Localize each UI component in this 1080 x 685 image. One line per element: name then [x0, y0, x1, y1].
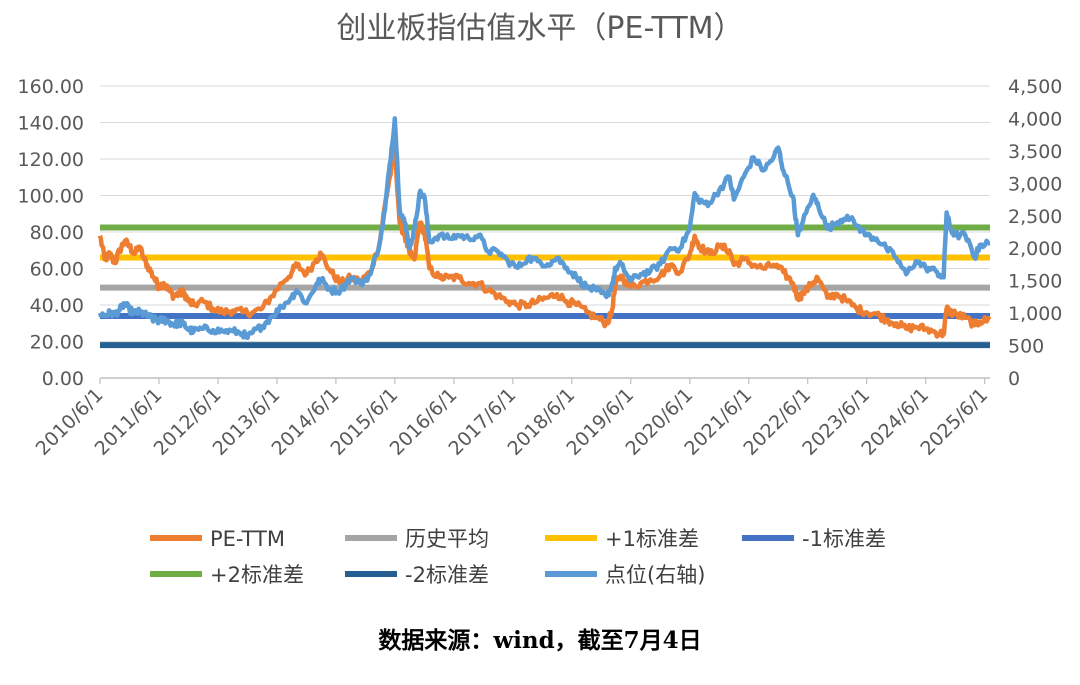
y-right-tick-label: 3,000: [1008, 173, 1062, 195]
legend: PE-TTM 历史平均 +1标准差 -1标准差 +2标准差 -2标准差 点位(右轴): [150, 527, 886, 587]
grid: [100, 85, 990, 342]
y-right-tick-label: 1,500: [1008, 271, 1062, 293]
source-note: 数据来源：wind，截至7月4日: [378, 627, 701, 654]
legend-label: +1标准差: [605, 527, 699, 551]
y-left-tick-label: 160.00: [18, 76, 84, 98]
y-left-tick-label: 140.00: [18, 113, 84, 135]
y-left-ticks: 0.00 20.00 40.00 60.00 80.00 100.00 120.00 140.…: [18, 76, 84, 390]
legend-label: 历史平均: [405, 527, 489, 551]
y-right-tick-label: 0: [1008, 368, 1020, 390]
y-left-tick-label: 100.00: [18, 186, 84, 208]
chart-title: 创业板指估值水平（PE-TTM）: [336, 11, 743, 46]
legend-label: -1标准差: [802, 527, 886, 551]
y-left-tick-label: 0.00: [42, 368, 84, 390]
legend-label: 点位(右轴): [605, 563, 705, 587]
y-right-tick-label: 2,500: [1008, 206, 1062, 228]
y-left-tick-label: 20.00: [30, 332, 84, 354]
legend-label: -2标准差: [405, 563, 489, 587]
reference-lines: [100, 224, 990, 349]
series-line-pe-ttm: [97, 147, 992, 339]
series-line-index-level: [97, 116, 991, 341]
y-left-tick-label: 120.00: [18, 149, 84, 171]
y-right-tick-label: 3,500: [1008, 141, 1062, 163]
y-right-tick-label: 2,000: [1008, 238, 1062, 260]
y-right-tick-label: 500: [1008, 336, 1044, 358]
series-group: [97, 116, 992, 341]
y-right-tick-label: 4,500: [1008, 76, 1062, 98]
x-ticks: 2010/6/12011/6/12012/6/12013/6/12014/6/1…: [32, 378, 992, 460]
y-left-tick-label: 60.00: [30, 259, 84, 281]
y-right-tick-label: 1,000: [1008, 303, 1062, 325]
y-left-tick-label: 80.00: [30, 222, 84, 244]
y-left-tick-label: 40.00: [30, 295, 84, 317]
legend-label: +2标准差: [210, 563, 304, 587]
legend-label: PE-TTM: [210, 527, 285, 551]
y-right-tick-label: 4,000: [1008, 108, 1062, 130]
y-right-ticks: 0 500 1,000 1,500 2,000 2,500 3,000 3,500 4,000 4…: [1008, 76, 1062, 390]
